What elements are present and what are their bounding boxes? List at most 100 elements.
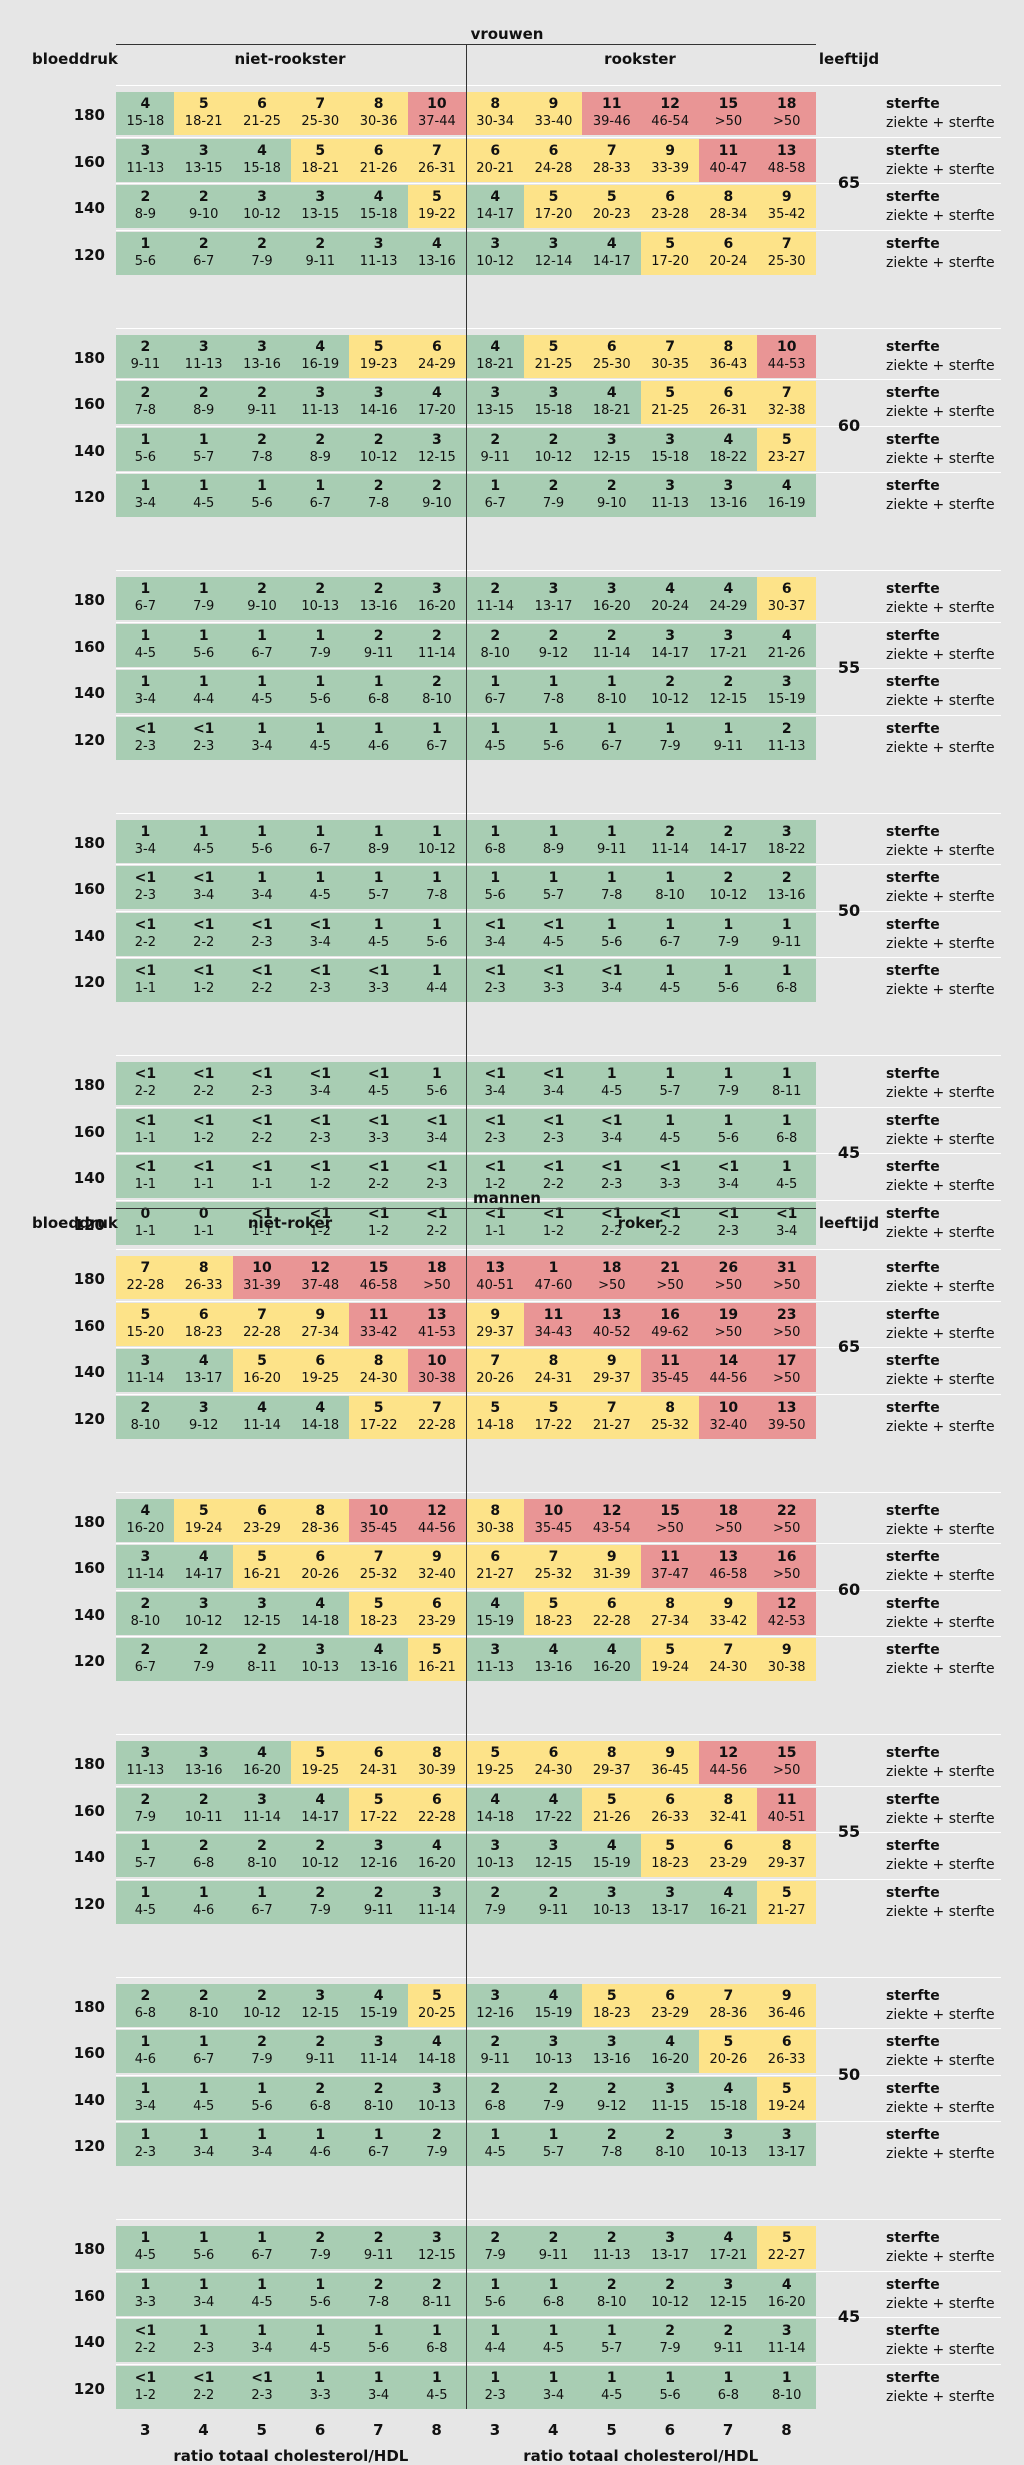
risk-chart: vrouwen bloeddruk niet-rookster rookster lee… xyxy=(32,25,1001,2463)
cell-risk-range: 9-11 xyxy=(713,2341,744,2356)
cell-risk-range: 13-16 xyxy=(592,2052,631,2067)
women-risk-cell: 3 12-15 xyxy=(407,427,467,471)
men-legend-sterfte: sterfte xyxy=(886,1502,940,1519)
women-bp-label: 120 xyxy=(73,973,105,991)
women-risk-cell: 1 4-5 xyxy=(290,866,350,909)
cell-risk-value: 3 xyxy=(723,2276,734,2293)
women-risk-cell: <1 2-3 xyxy=(407,1155,467,1198)
cell-risk-range: 8-10 xyxy=(771,2387,802,2403)
men-risk-cell: 9 36-45 xyxy=(640,1741,700,1784)
women-legend-ziekte-sterfte: ziekte + sterfte xyxy=(886,254,995,271)
women-risk-cell: 1 6-7 xyxy=(640,912,700,956)
cell-risk-range: 15-19 xyxy=(359,2005,398,2021)
cell-risk-range: 8-10 xyxy=(480,645,510,661)
cell-risk-value: 10 xyxy=(427,96,447,112)
cell-risk-value: 4 xyxy=(198,1353,209,1369)
women-risk-cell: 3 17-21 xyxy=(699,623,758,667)
women-risk-cell: 2 10-12 xyxy=(699,866,758,909)
men-risk-cell: 5 19-25 xyxy=(290,1741,350,1784)
cell-risk-value: 8 xyxy=(548,1353,559,1369)
cell-risk-value: 1 xyxy=(140,627,151,644)
cell-risk-range: 23-29 xyxy=(418,1613,456,1629)
men-bp-label: 160 xyxy=(73,1801,105,1820)
cell-risk-range: 18-23 xyxy=(359,1613,398,1629)
cell-risk-value: 2 xyxy=(140,1595,151,1612)
women-risk-cell: 1 9-11 xyxy=(582,819,642,863)
cell-risk-range: 11-14 xyxy=(126,1371,165,1386)
men-risk-cell: 15 >50 xyxy=(640,1498,700,1542)
men-risk-cell: 3 12-16 xyxy=(349,1834,408,1877)
cell-risk-value: 5 xyxy=(198,1502,209,1519)
men-risk-cell: 4 16-20 xyxy=(116,1498,175,1542)
men-legend-sterfte: sterfte xyxy=(886,2080,940,2097)
cell-risk-value: 1 xyxy=(315,720,326,737)
women-risk-cell: 1 3-4 xyxy=(232,716,292,760)
women-risk-cell: 1 6-8 xyxy=(757,1108,817,1152)
cell-risk-range: >50 xyxy=(772,1520,801,1536)
cell-risk-range: 13-17 xyxy=(534,599,573,614)
cell-risk-value: 2 xyxy=(665,674,675,690)
cell-risk-range: 16-20 xyxy=(418,599,456,614)
cell-risk-range: 2-3 xyxy=(484,1130,506,1146)
cell-risk-value: 1 xyxy=(548,720,559,737)
cell-risk-value: 1 xyxy=(665,1112,675,1129)
men-risk-cell: 11 40-51 xyxy=(757,1787,817,1831)
cell-risk-range: 16-19 xyxy=(767,496,806,511)
men-title: mannen xyxy=(473,1189,541,1207)
men-risk-cell: 18 >50 xyxy=(407,1256,467,1299)
cell-risk-value: 7 xyxy=(257,1306,267,1323)
cell-risk-range: 15-18 xyxy=(709,2098,748,2114)
women-risk-cell: <1 3-4 xyxy=(524,1062,583,1105)
women-title: vrouwen xyxy=(470,25,544,43)
cell-risk-range: 16-20 xyxy=(243,1763,281,1778)
cell-risk-range: 16-20 xyxy=(418,1856,456,1871)
men-risk-cell: <1 2-3 xyxy=(232,2365,292,2409)
cell-risk-range: 18-21 xyxy=(184,114,223,129)
cell-risk-range: 33-40 xyxy=(534,114,573,129)
cell-risk-range: 9-12 xyxy=(188,1417,219,1433)
cell-risk-value: 1 xyxy=(723,2369,734,2386)
cell-risk-range: 8-9 xyxy=(134,207,157,222)
women-legend-ziekte-sterfte: ziekte + sterfte xyxy=(886,404,995,420)
cell-risk-value: 2 xyxy=(373,2080,384,2097)
cell-risk-range: 44-53 xyxy=(767,356,806,372)
men-risk-cell: 1 2-3 xyxy=(465,2365,525,2409)
cell-risk-range: 1-2 xyxy=(542,1223,565,1239)
cell-risk-value: 1 xyxy=(198,823,209,840)
women-risk-cell: 13 48-58 xyxy=(757,138,817,182)
men-legend-sterfte: sterfte xyxy=(886,2276,940,2293)
cell-risk-value: 2 xyxy=(198,1642,209,1658)
cell-risk-value: 18 xyxy=(427,1260,447,1276)
cell-risk-range: 18-21 xyxy=(592,403,631,418)
men-risk-cell: 4 13-16 xyxy=(349,1638,408,1681)
women-risk-cell: 1 4-5 xyxy=(757,1155,817,1198)
cell-risk-value: 1 xyxy=(315,2276,326,2293)
women-risk-cell: 3 13-17 xyxy=(524,577,583,620)
women-row-divider xyxy=(116,183,1001,185)
cell-risk-range: 40-51 xyxy=(476,1278,515,1293)
cell-risk-range: 4-5 xyxy=(134,2248,157,2263)
cell-risk-value: 6 xyxy=(548,142,559,159)
women-risk-cell: 6 20-21 xyxy=(465,138,525,182)
cell-risk-value: <1 xyxy=(134,916,157,933)
women-risk-cell: 1 5-6 xyxy=(290,670,350,713)
men-risk-cell: 4 14-18 xyxy=(465,1787,525,1831)
cell-risk-value: 5 xyxy=(257,1549,267,1565)
men-risk-cell: 13 39-50 xyxy=(757,1395,817,1439)
cell-risk-value: 13 xyxy=(485,1260,505,1276)
men-risk-cell: 3 10-13 xyxy=(699,2123,758,2166)
women-risk-cell: <1 2-2 xyxy=(232,1108,292,1152)
men-risk-cell: 5 16-20 xyxy=(232,1349,292,1392)
cell-risk-value: 7 xyxy=(490,1353,501,1369)
cell-risk-range: 19-22 xyxy=(418,207,456,222)
cell-risk-range: 12-15 xyxy=(709,2294,748,2310)
men-risk-cell: 2 9-11 xyxy=(349,1880,408,1924)
cell-risk-range: 5-7 xyxy=(367,888,390,903)
women-risk-cell: 3 15-18 xyxy=(524,381,583,424)
cell-risk-value: 3 xyxy=(548,385,559,401)
women-risk-cell: 1 4-5 xyxy=(640,959,700,1002)
women-risk-cell: 1 4-5 xyxy=(174,474,234,517)
cell-risk-range: 8-9 xyxy=(309,449,331,465)
cell-risk-range: 12-15 xyxy=(418,2248,456,2263)
cell-risk-range: 15-18 xyxy=(651,449,689,465)
